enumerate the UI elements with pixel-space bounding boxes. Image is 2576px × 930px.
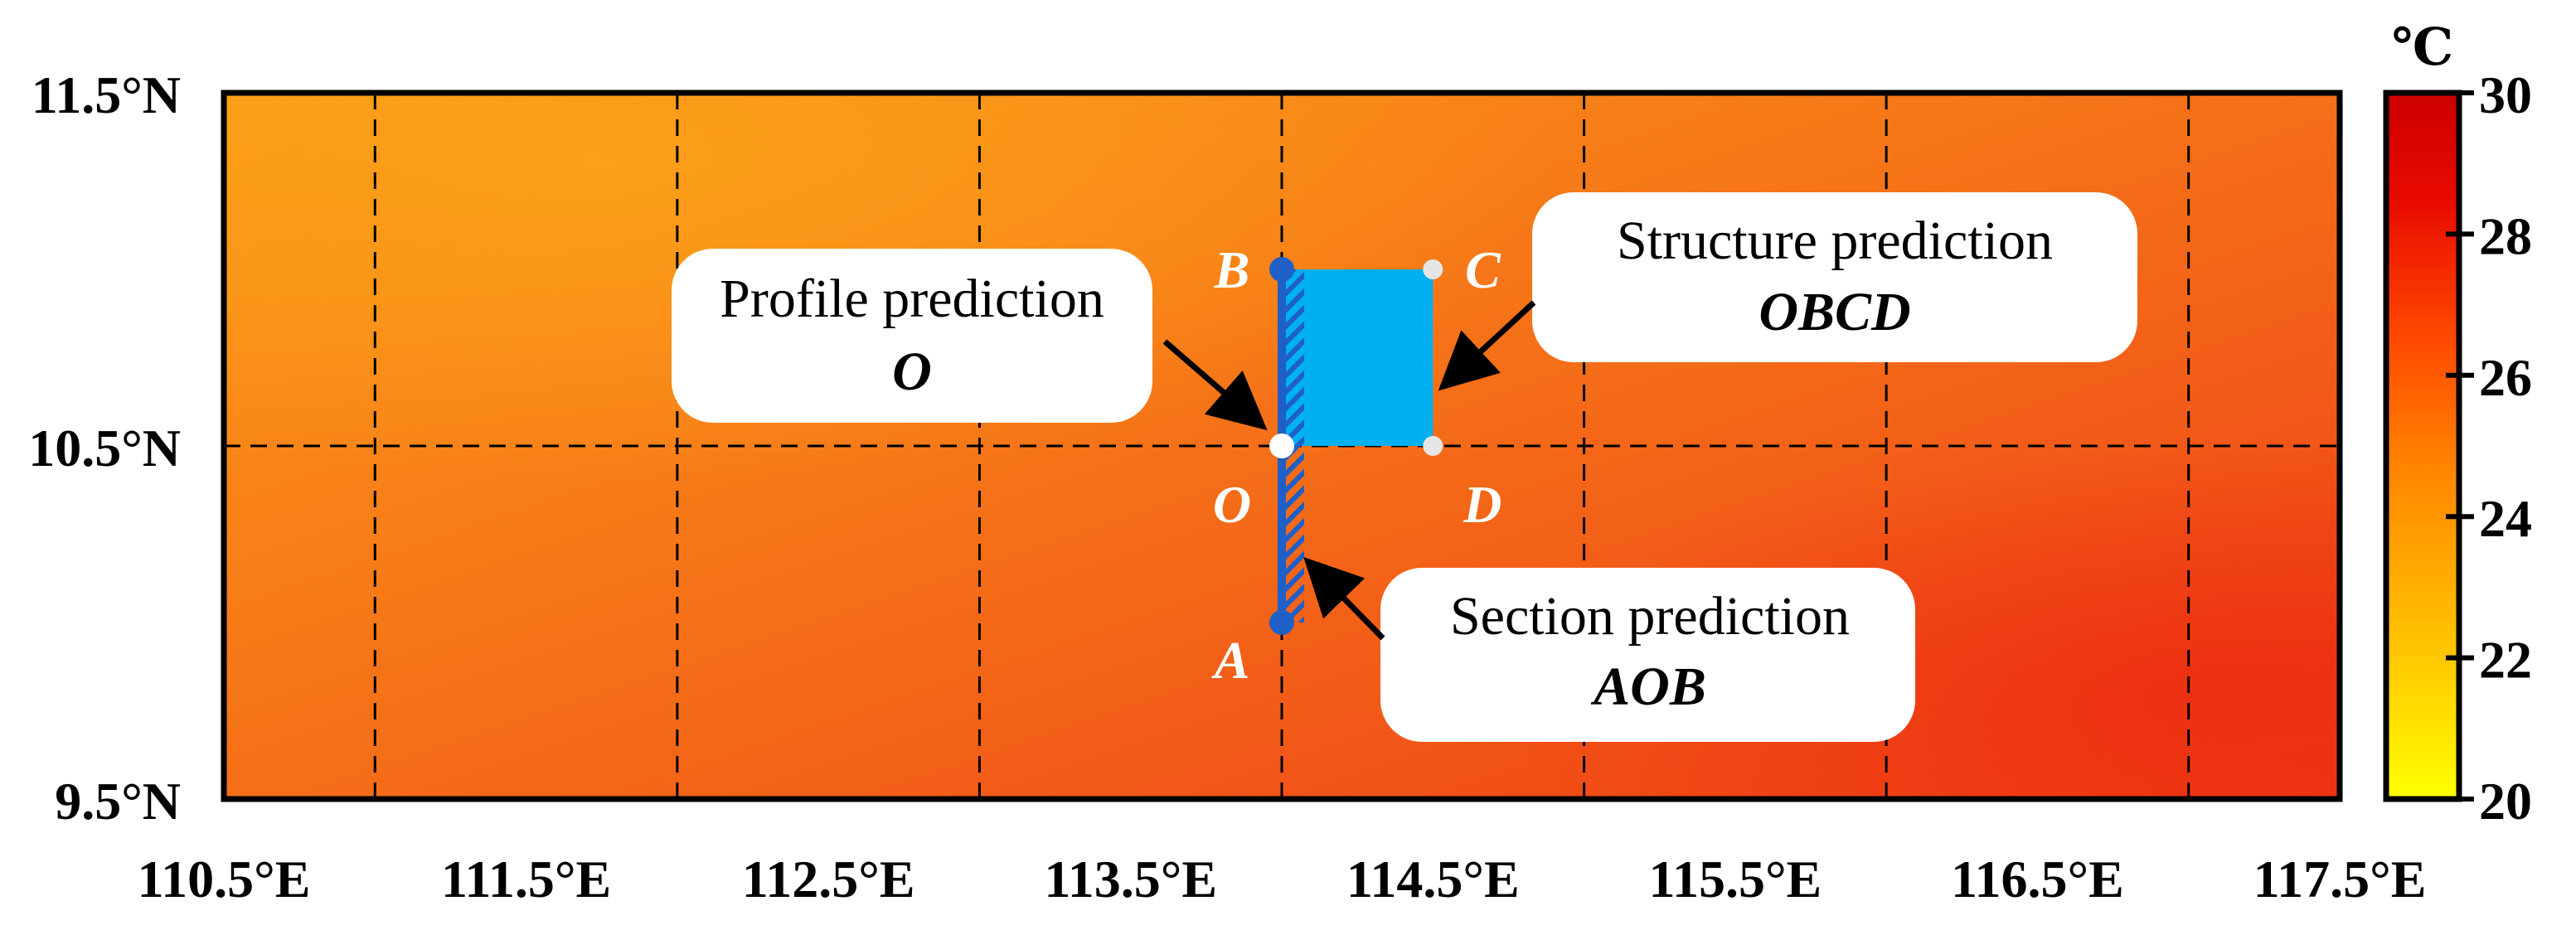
latitude-labels: 11.5°N 10.5°N 9.5°N	[28, 65, 181, 831]
point-c-label: C	[1465, 240, 1501, 299]
structure-callout-title: Structure prediction	[1617, 211, 2053, 271]
colorbar-tick-label: 20	[2479, 772, 2532, 831]
lon-tick-label: 112.5°E	[742, 850, 915, 908]
section-hatching	[1286, 269, 1304, 622]
section-callout: Section prediction AOB	[1303, 556, 1915, 742]
structure-callout: Structure prediction OBCD	[1438, 192, 2137, 391]
colorbar-unit: ℃	[2392, 20, 2453, 76]
profile-callout-title: Profile prediction	[720, 269, 1104, 329]
point-d-label: D	[1463, 475, 1501, 534]
section-callout-code: AOB	[1590, 656, 1706, 717]
point-o-marker	[1269, 434, 1294, 458]
lon-tick-label: 111.5°E	[441, 850, 611, 908]
profile-callout-box	[672, 249, 1152, 423]
lon-tick-label: 114.5°E	[1346, 850, 1520, 908]
prediction-features: A B O C D	[1211, 240, 1502, 690]
colorbar: ℃ 30 28 26 24 22 20	[2383, 20, 2532, 831]
point-a-label: A	[1211, 631, 1250, 690]
section-callout-title: Section prediction	[1450, 586, 1850, 647]
colorbar-tick-label: 30	[2479, 65, 2532, 124]
colorbar-ramp	[2383, 90, 2462, 802]
colorbar-tick-label: 28	[2479, 206, 2532, 265]
point-b-label: B	[1214, 240, 1250, 299]
point-b-marker	[1269, 257, 1294, 282]
colorbar-tick-label: 22	[2479, 631, 2532, 690]
profile-callout-arrow	[1162, 339, 1268, 431]
colorbar-ticks: 30 28 26 24 22 20	[2446, 65, 2532, 831]
section-callout-arrow	[1303, 556, 1385, 641]
point-a-marker	[1269, 610, 1294, 635]
point-o-label: O	[1213, 475, 1251, 534]
structure-callout-code: OBCD	[1759, 282, 1910, 342]
lat-tick-label: 10.5°N	[28, 419, 181, 477]
lat-tick-label: 11.5°N	[32, 65, 181, 124]
lon-tick-label: 117.5°E	[2253, 850, 2427, 908]
lat-tick-label: 9.5°N	[55, 772, 181, 831]
lon-tick-label: 113.5°E	[1044, 850, 1217, 908]
profile-callout: Profile prediction O	[672, 249, 1268, 431]
section-callout-box	[1380, 568, 1915, 742]
map-frame	[221, 90, 2343, 802]
colorbar-tick-label: 26	[2479, 348, 2532, 407]
structure-region-obcd	[1282, 269, 1434, 446]
structure-callout-box	[1532, 192, 2137, 362]
point-c-marker	[1423, 259, 1443, 279]
point-d-marker	[1423, 436, 1443, 456]
structure-callout-arrow	[1438, 300, 1536, 391]
lon-tick-label: 110.5°E	[138, 850, 311, 908]
colorbar-tick-label: 24	[2479, 489, 2532, 548]
lon-tick-label: 116.5°E	[1951, 850, 2124, 908]
longitude-labels: 110.5°E 111.5°E 112.5°E 113.5°E 114.5°E 115.5…	[138, 850, 2427, 908]
profile-callout-code: O	[892, 341, 932, 402]
lon-tick-label: 115.5°E	[1648, 850, 1822, 908]
